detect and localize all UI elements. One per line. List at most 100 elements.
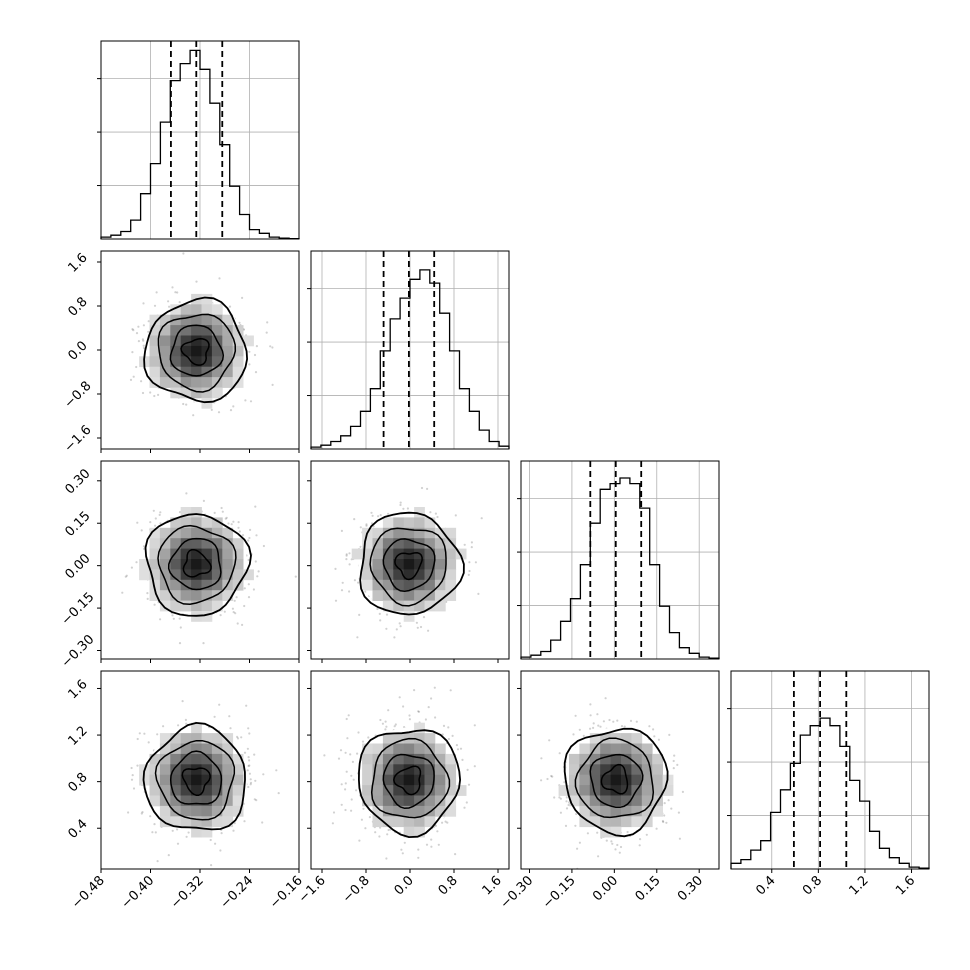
scatter-point xyxy=(427,629,430,632)
density-cell xyxy=(232,559,244,570)
scatter-point xyxy=(252,588,255,591)
scatter-point xyxy=(565,796,568,799)
density-cell xyxy=(170,774,182,786)
scatter-point xyxy=(441,821,444,824)
scatter-point xyxy=(379,514,382,517)
scatter-point xyxy=(339,749,343,752)
scatter-point xyxy=(331,822,334,825)
density-cell xyxy=(600,743,611,755)
density-cell xyxy=(569,795,580,807)
density-cell xyxy=(362,764,373,776)
scatter-point xyxy=(254,505,257,508)
scatter-point xyxy=(266,321,269,324)
scatter-point xyxy=(243,587,246,590)
density-cell xyxy=(652,774,663,786)
scatter-point xyxy=(616,843,619,847)
density-cell xyxy=(589,733,601,744)
density-cell xyxy=(600,805,611,817)
density-cell xyxy=(424,538,436,549)
density-cell xyxy=(159,805,171,817)
density-cell xyxy=(191,569,202,581)
x-tick-label: −0.48 xyxy=(69,873,108,912)
scatter-point xyxy=(578,728,581,731)
scatter-point xyxy=(248,732,251,735)
density-cell xyxy=(180,335,192,347)
scatter-point xyxy=(387,828,390,832)
density-cell xyxy=(222,377,234,388)
scatter-point xyxy=(378,835,381,838)
density-cell xyxy=(159,785,171,796)
scatter-point xyxy=(678,837,682,840)
scatter-point xyxy=(470,546,473,549)
density-cell xyxy=(211,733,223,744)
density-cell xyxy=(382,538,394,549)
scatter-point xyxy=(151,831,154,834)
density-cell xyxy=(159,764,171,776)
density-cell xyxy=(222,805,234,817)
scatter-point xyxy=(619,845,623,849)
density-cell xyxy=(159,325,171,336)
scatter-point xyxy=(171,829,174,832)
density-cell xyxy=(191,795,202,807)
density-cell xyxy=(211,590,223,601)
contour-level-2 xyxy=(369,527,447,607)
density-cell xyxy=(222,590,234,601)
scatter-point xyxy=(202,499,205,502)
scatter-point xyxy=(157,393,160,396)
scatter-point xyxy=(676,763,679,767)
density-cell xyxy=(159,527,171,539)
contour-level-1 xyxy=(169,324,225,377)
scatter-point xyxy=(142,324,145,327)
density-cell xyxy=(201,805,213,817)
density-cell xyxy=(201,579,213,591)
density-cell xyxy=(631,764,643,776)
scatter-point xyxy=(135,332,139,335)
scatter-point xyxy=(467,783,471,786)
scatter-point xyxy=(140,380,143,383)
scatter-point xyxy=(237,521,240,524)
density-cell xyxy=(170,816,182,828)
scatter-point xyxy=(223,610,226,613)
density-cell xyxy=(600,764,611,776)
density-cell xyxy=(211,548,223,560)
scatter-point xyxy=(294,575,297,578)
scatter-point xyxy=(236,737,240,740)
scatter-point xyxy=(341,581,344,584)
x-tick-label: −0.8 xyxy=(340,873,373,906)
scatter-point xyxy=(131,351,134,354)
density-cell xyxy=(362,579,373,591)
density-cell xyxy=(170,325,182,336)
scatter-point xyxy=(249,778,252,781)
density-cell xyxy=(589,753,601,765)
density-cell xyxy=(631,816,643,828)
density-cell xyxy=(159,345,171,357)
scatter-point xyxy=(158,513,161,517)
density-cell xyxy=(139,569,150,581)
density-cell xyxy=(170,345,182,357)
scatter-point xyxy=(149,391,152,394)
scatter-point xyxy=(596,831,599,834)
scatter-point xyxy=(681,790,685,794)
scatter-point xyxy=(231,607,234,610)
density-cell xyxy=(180,805,192,817)
density-cell xyxy=(414,795,425,807)
density-cell xyxy=(589,764,601,776)
density-cell xyxy=(159,569,171,581)
scatter-point xyxy=(334,567,337,571)
density-cell xyxy=(362,785,373,796)
scatter-point xyxy=(349,753,352,756)
scatter-point xyxy=(254,560,257,563)
scatter-point xyxy=(444,820,447,823)
density-cell xyxy=(403,569,415,581)
density-cell xyxy=(159,579,171,591)
scatter-point xyxy=(195,280,198,283)
density-cell xyxy=(414,733,425,744)
density-cell xyxy=(434,538,446,549)
density-cell xyxy=(201,795,213,807)
scatter-point xyxy=(340,589,344,592)
scatter-point xyxy=(589,727,592,730)
density-cell xyxy=(180,600,192,612)
scatter-point xyxy=(670,807,673,810)
density-cell xyxy=(201,325,213,336)
scatter-point xyxy=(209,838,212,842)
